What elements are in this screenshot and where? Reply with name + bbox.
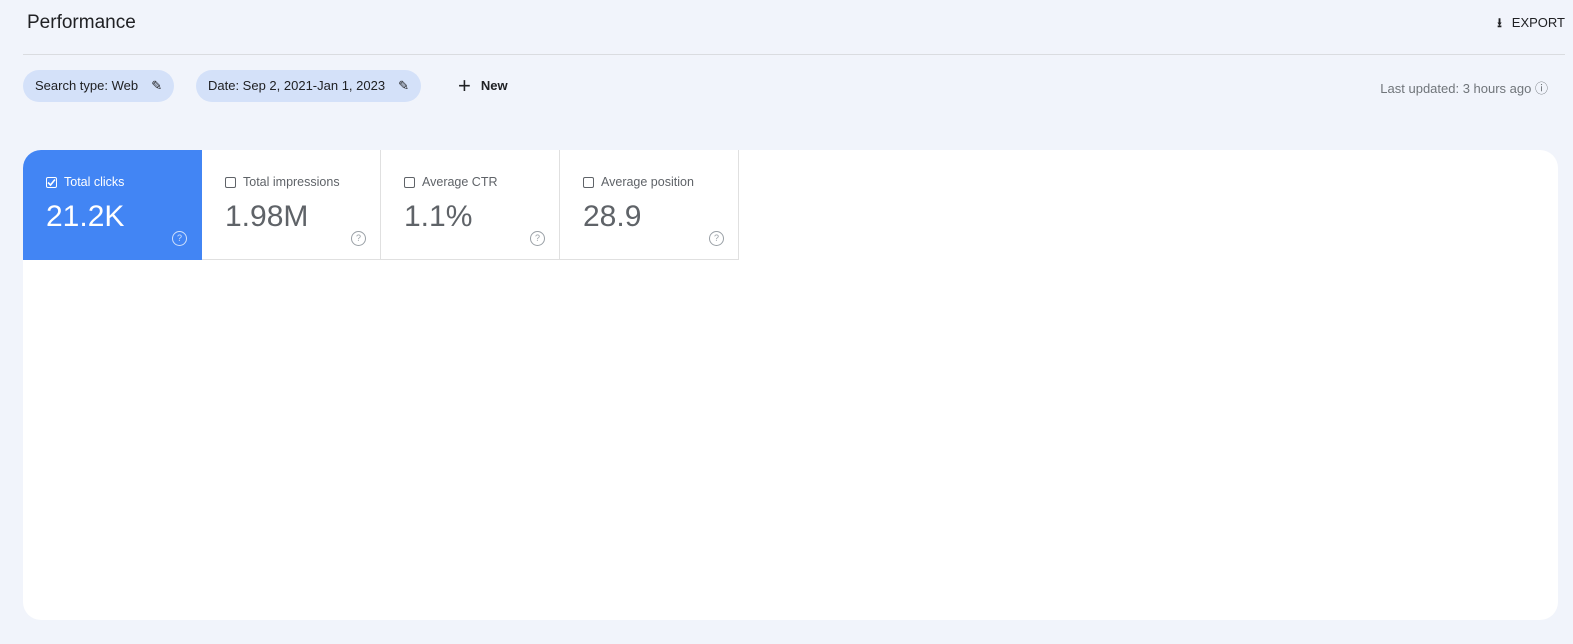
metric-label: Clicks06012018010/17/2111/17/2112/18/211… [46, 175, 124, 189]
filter-chip[interactable]: Date: Sep 2, 2021-Jan 1, 2023 ✎ [196, 70, 422, 102]
help-icon: ? [351, 231, 366, 246]
metric-value: 1.98M [225, 200, 309, 233]
help-icon: ? [172, 231, 187, 246]
last-updated: Last updated: 3 hours ago ⓘ [1380, 78, 1548, 97]
metric-label: Average CTR [404, 175, 498, 189]
checkbox[interactable]: Clicks06012018010/17/2111/17/2112/18/211… [46, 177, 57, 188]
chart [23, 250, 1558, 620]
checkbox[interactable] [404, 177, 415, 188]
metric-value: 28.9 [583, 200, 642, 233]
new-button[interactable]: + New [458, 70, 508, 102]
metric-card[interactable]: Average CTR 1.1%? [381, 150, 560, 260]
metric-label: Average position [583, 175, 694, 189]
metric-card[interactable]: Clicks06012018010/17/2111/17/2112/18/211… [23, 150, 202, 260]
metric-value: 21.2K [46, 200, 125, 233]
metric-label: Total impressions [225, 175, 340, 189]
new-label: New [480, 78, 508, 93]
metric-label-text: Total clicks [64, 175, 125, 189]
chip-label: Search type: Web [35, 78, 139, 93]
metric-label-text: Average CTR [422, 175, 498, 189]
divider [23, 54, 1565, 55]
checkbox[interactable] [583, 177, 594, 188]
checkbox[interactable] [225, 177, 236, 188]
metric-value: 1.1% [404, 200, 473, 233]
export-button[interactable]: ⭳ EXPORT [1497, 14, 1565, 36]
chip-label: Date: Sep 2, 2021-Jan 1, 2023 [208, 78, 386, 93]
chart-card [23, 150, 1558, 620]
edit-icon: ✎ [398, 78, 410, 93]
metric-card[interactable]: Average position 28.9? [560, 150, 739, 260]
metric-label-text: Average position [601, 175, 694, 189]
icon: ⭳ [1497, 15, 1502, 30]
help-icon: ⓘ [1534, 81, 1548, 96]
export-label: EXPORT [1511, 15, 1565, 30]
edit-icon: ✎ [151, 78, 163, 93]
page-title: Performance [27, 12, 136, 33]
filter-chip[interactable]: Search type: Web ✎ [23, 70, 175, 102]
metric-label-text: Total impressions [243, 175, 340, 189]
last-updated-text: Last updated: 3 hours ago [1380, 81, 1532, 96]
help-icon: ? [709, 231, 724, 246]
help-icon: ? [530, 231, 545, 246]
plus-icon: + [458, 73, 471, 98]
metric-card[interactable]: Total impressions 1.98M? [202, 150, 381, 260]
